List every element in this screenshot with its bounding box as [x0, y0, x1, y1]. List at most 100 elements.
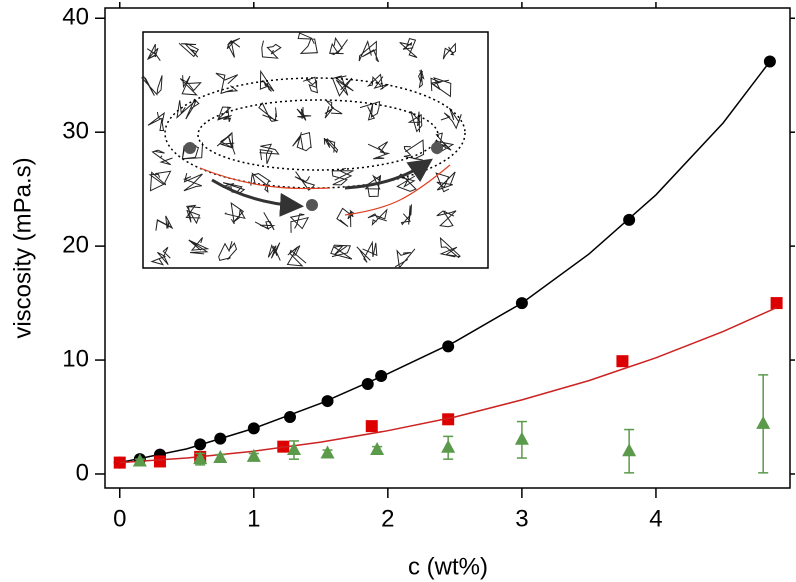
y-tick-label: 40 [62, 4, 89, 31]
coil [176, 98, 200, 120]
coil [155, 215, 174, 231]
coil [359, 101, 381, 121]
x-axis-label: c (wt%) [408, 553, 488, 580]
inset-frame [142, 31, 489, 269]
coil [324, 100, 343, 119]
fit-line [119, 306, 777, 464]
coil [323, 137, 339, 154]
point [770, 297, 783, 310]
coil [436, 210, 457, 228]
x-tick-label: 0 [113, 505, 126, 532]
coil [418, 69, 425, 89]
trail [344, 164, 451, 216]
coil [399, 38, 418, 58]
coil [292, 131, 312, 152]
coil [188, 237, 210, 255]
coil [329, 36, 348, 56]
coil [250, 172, 272, 193]
coil [439, 236, 461, 259]
x-tick-label: 4 [649, 505, 662, 532]
coil [254, 212, 276, 231]
coil [358, 39, 380, 63]
inner-ellipse [197, 99, 439, 171]
point [153, 455, 166, 468]
coil [407, 110, 423, 133]
point [623, 213, 636, 226]
x-tick-label: 1 [247, 505, 260, 532]
coil [216, 131, 236, 155]
polymer-coils [141, 32, 462, 269]
coil [367, 208, 388, 227]
coil [259, 69, 275, 92]
coil [259, 143, 280, 164]
coil [440, 107, 462, 130]
coil [366, 73, 389, 90]
coil [434, 132, 455, 155]
coil [363, 174, 382, 198]
fit-line [119, 61, 771, 464]
coil [356, 240, 378, 263]
x-tick-label: 2 [381, 505, 394, 532]
coil [217, 106, 232, 122]
coil [400, 204, 412, 226]
point [442, 413, 455, 426]
coil [258, 102, 279, 122]
y-tick-label: 30 [62, 118, 89, 145]
coil [185, 204, 201, 225]
coil [302, 76, 319, 94]
point [370, 442, 385, 456]
coil [267, 242, 281, 261]
coil [435, 171, 456, 193]
coil [297, 32, 318, 54]
coil [150, 246, 171, 266]
y-tick-label: 0 [76, 459, 89, 486]
point [320, 445, 335, 459]
point [514, 431, 529, 445]
point [441, 439, 456, 453]
coil [394, 248, 416, 269]
coil [148, 170, 172, 192]
coil [182, 173, 203, 192]
arrow [211, 178, 304, 217]
coil [403, 139, 425, 161]
point [213, 450, 228, 464]
point [246, 448, 261, 462]
inset-diagram [141, 31, 489, 269]
point [622, 443, 637, 457]
coil [261, 40, 282, 59]
point [756, 415, 771, 429]
arrow [344, 158, 433, 190]
coil [147, 111, 165, 131]
coil [226, 37, 241, 58]
point [616, 355, 629, 368]
coil [178, 42, 200, 58]
point [132, 453, 147, 467]
y-tick-label: 20 [62, 231, 89, 258]
coil [430, 77, 452, 98]
coil [296, 106, 312, 121]
y-axis-label: viscosity (mPa.s) [9, 157, 36, 338]
coil [179, 75, 202, 96]
coil [331, 75, 354, 97]
particle [306, 199, 318, 211]
x-tick-label: 3 [515, 505, 528, 532]
point [365, 420, 378, 433]
coil [286, 245, 307, 267]
particle [431, 142, 443, 154]
plot-frame [104, 7, 791, 489]
particle [184, 142, 196, 154]
coil [330, 244, 353, 260]
coil [442, 42, 457, 60]
outer-ellipse [164, 77, 466, 189]
coil [367, 141, 391, 160]
point [287, 442, 302, 456]
y-tick-label: 10 [62, 345, 89, 372]
trail [199, 167, 331, 190]
coil [215, 72, 239, 95]
coil [141, 73, 163, 96]
coil [151, 149, 173, 166]
point [193, 451, 208, 465]
coil [218, 241, 238, 262]
coil [224, 202, 246, 225]
